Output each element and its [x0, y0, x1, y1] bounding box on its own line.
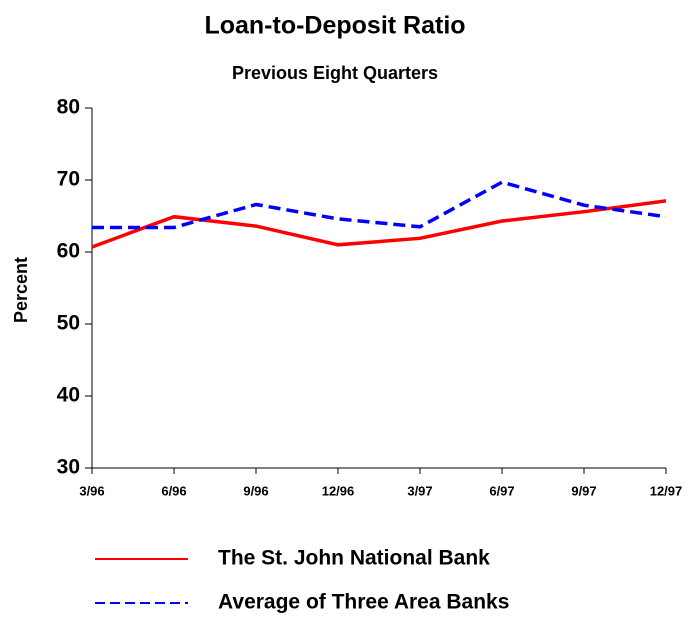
y-tick-label: 60: [57, 240, 80, 263]
legend-label: Average of Three Area Banks: [218, 591, 509, 613]
y-tick-label: 40: [57, 384, 80, 407]
x-tick-label: 6/96: [161, 483, 186, 498]
y-axis-label: Percent: [11, 257, 31, 323]
y-tick-label: 30: [57, 456, 80, 479]
x-tick-label: 3/97: [407, 483, 432, 498]
line-series: [91, 199, 667, 249]
x-tick-label: 3/96: [79, 483, 104, 498]
legend-label: The St. John National Bank: [218, 547, 490, 570]
y-tick-label: 70: [57, 168, 80, 191]
x-tick-label: 12/96: [322, 483, 355, 498]
y-tick-label: 50: [57, 312, 80, 335]
x-tick-label: 12/97: [650, 483, 683, 498]
x-tick-label: 9/96: [243, 483, 268, 498]
chart-title: Loan-to-Deposit Ratio: [204, 12, 465, 40]
x-tick-label: 6/97: [489, 483, 514, 498]
chart-subtitle: Previous Eight Quarters: [232, 63, 438, 83]
x-tick-label: 9/97: [571, 483, 596, 498]
y-tick-label: 80: [57, 96, 80, 119]
line-series: [92, 180, 667, 230]
